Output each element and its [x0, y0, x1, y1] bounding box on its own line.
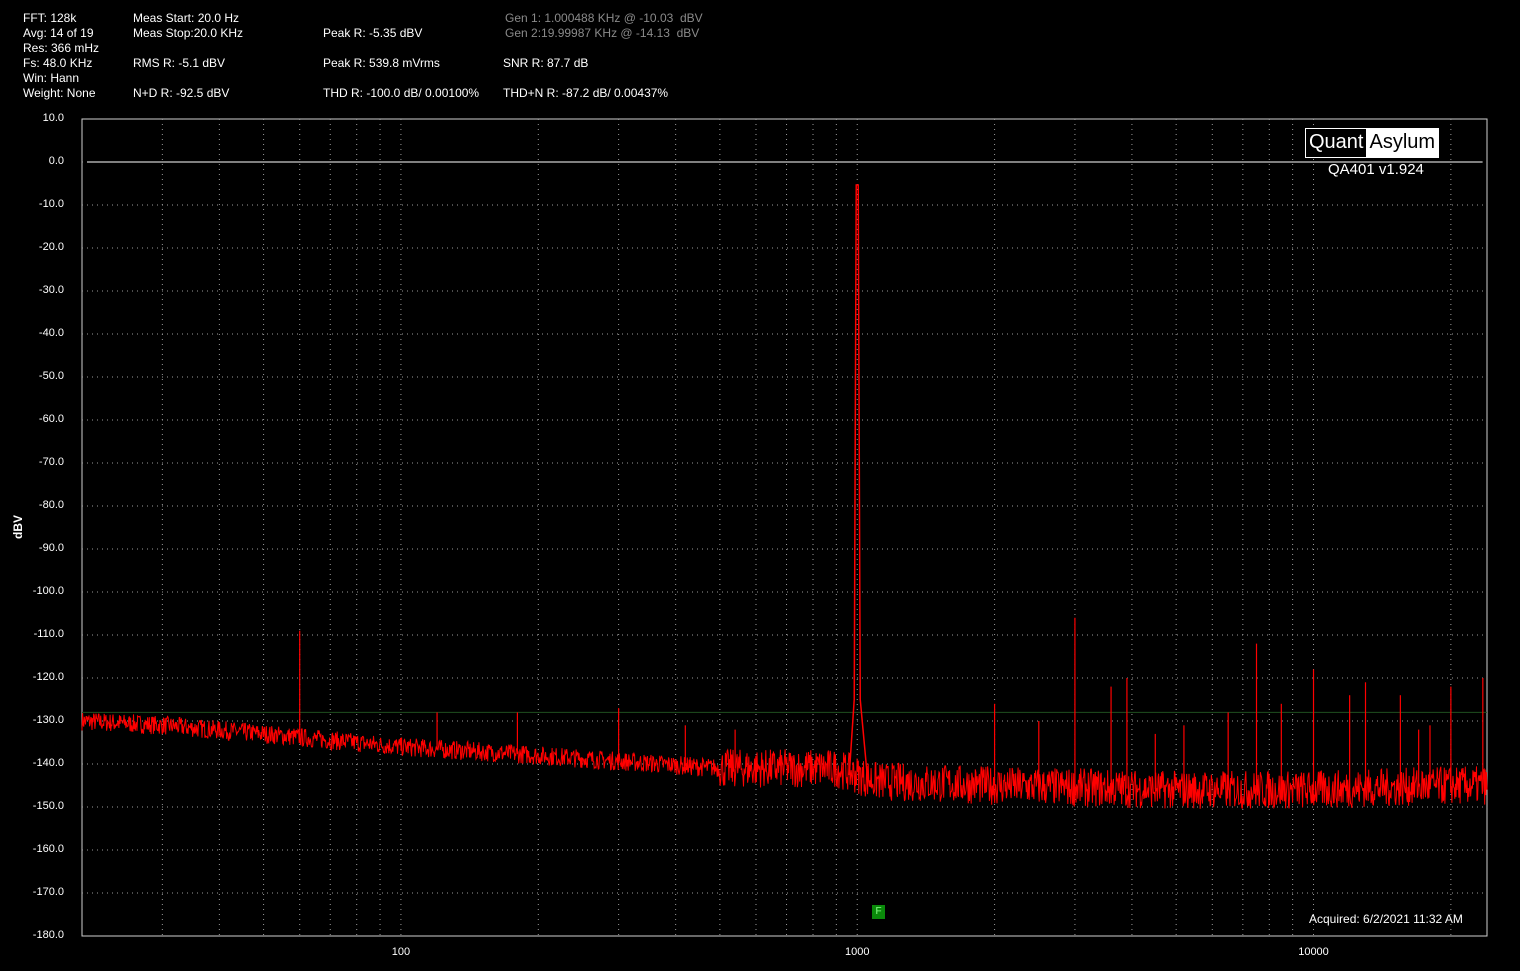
y-tick-label: -60.0	[38, 413, 64, 425]
y-tick-label: -70.0	[38, 456, 64, 468]
y-tick-label: 10.0	[42, 112, 64, 124]
y-tick-label: -100.0	[32, 585, 64, 597]
stat-rms: RMS R: -5.1 dBV	[133, 56, 226, 70]
y-tick-label: -130.0	[32, 714, 64, 726]
y-tick-label: -140.0	[32, 757, 64, 769]
y-tick-label: -80.0	[38, 499, 64, 511]
stat-thdn: THD+N R: -87.2 dB/ 0.00437%	[503, 86, 669, 100]
y-tick-label: -180.0	[32, 929, 64, 941]
stat-fft: FFT: 128k	[23, 11, 77, 25]
y-tick-label: -160.0	[32, 843, 64, 855]
stat-snr: SNR R: 87.7 dB	[503, 56, 589, 70]
stat-meas-start: Meas Start: 20.0 Hz	[133, 11, 240, 25]
y-axis-label: dBV	[11, 515, 25, 539]
y-tick-label: 0.0	[48, 155, 64, 167]
stat-weight: Weight: None	[23, 86, 96, 100]
stat-nd: N+D R: -92.5 dBV	[133, 86, 230, 100]
stat-res: Res: 366 mHz	[23, 41, 100, 55]
logo-asylum-text: Asylum	[1366, 129, 1439, 157]
y-tick-label: -20.0	[38, 241, 64, 253]
x-tick-label: 1000	[844, 946, 870, 958]
y-tick-label: -30.0	[38, 284, 64, 296]
stat-gen1: Gen 1: 1.000488 KHz @ -10.03 dBV	[505, 11, 703, 25]
stat-gen2: Gen 2:19.99987 KHz @ -14.13 dBV	[505, 26, 700, 40]
logo-quant-text: Quant	[1306, 129, 1367, 157]
y-tick-label: -50.0	[38, 370, 64, 382]
trace-peak	[848, 184, 868, 776]
plot-frame	[81, 118, 1488, 937]
y-tick-label: -90.0	[38, 542, 64, 554]
stat-thd: THD R: -100.0 dB/ 0.00100%	[323, 86, 480, 100]
stat-win: Win: Hann	[23, 71, 80, 85]
stat-avg: Avg: 14 of 19	[23, 26, 94, 40]
stat-meas-stop: Meas Stop:20.0 KHz	[133, 26, 244, 40]
quantasylum-logo: Quant Asylum	[1305, 128, 1440, 158]
x-tick-label: 10000	[1298, 946, 1329, 958]
y-tick-label: -40.0	[38, 327, 64, 339]
y-tick-label: -170.0	[32, 886, 64, 898]
y-tick-label: -120.0	[32, 671, 64, 683]
y-tick-label: -110.0	[33, 628, 64, 640]
stat-peak-dbv: Peak R: -5.35 dBV	[323, 26, 423, 40]
version-label: QA401 v1.924	[1328, 161, 1424, 178]
trace-noise-floor	[81, 713, 1488, 810]
acquired-timestamp: Acquired: 6/2/2021 11:32 AM	[1309, 912, 1463, 926]
stat-peak-mv: Peak R: 539.8 mVrms	[323, 56, 440, 70]
y-tick-label: -10.0	[38, 198, 64, 210]
x-tick-label: 100	[391, 946, 411, 958]
y-tick-label: -150.0	[32, 800, 64, 812]
frequency-marker[interactable]: F	[872, 905, 885, 919]
stat-fs: Fs: 48.0 KHz	[23, 56, 93, 70]
